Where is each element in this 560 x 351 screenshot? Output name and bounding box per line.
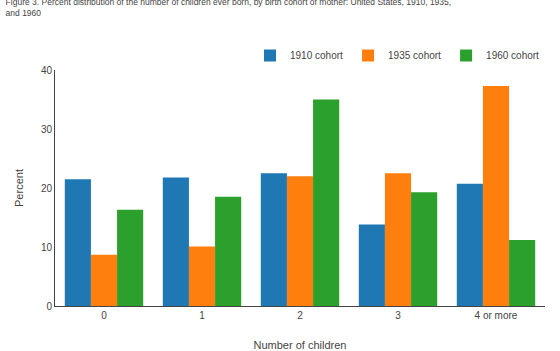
svg-text:30: 30 (41, 124, 53, 135)
svg-text:1935 cohort: 1935 cohort (388, 50, 441, 61)
svg-text:4 or more: 4 or more (475, 310, 518, 321)
svg-text:20: 20 (41, 183, 53, 194)
svg-text:0: 0 (101, 310, 107, 321)
svg-text:Percent: Percent (13, 169, 25, 207)
svg-text:1910 cohort: 1910 cohort (290, 50, 343, 61)
svg-text:2: 2 (297, 310, 303, 321)
svg-text:1: 1 (199, 310, 205, 321)
svg-text:1960 cohort: 1960 cohort (486, 50, 539, 61)
svg-text:0: 0 (46, 301, 52, 312)
svg-text:3: 3 (395, 310, 401, 321)
svg-text:10: 10 (41, 242, 53, 253)
svg-text:Number of children: Number of children (254, 339, 347, 351)
svg-text:40: 40 (41, 65, 53, 76)
svg-text:Figure 3. Percent distribution: Figure 3. Percent distribution of the nu… (6, 0, 452, 18)
